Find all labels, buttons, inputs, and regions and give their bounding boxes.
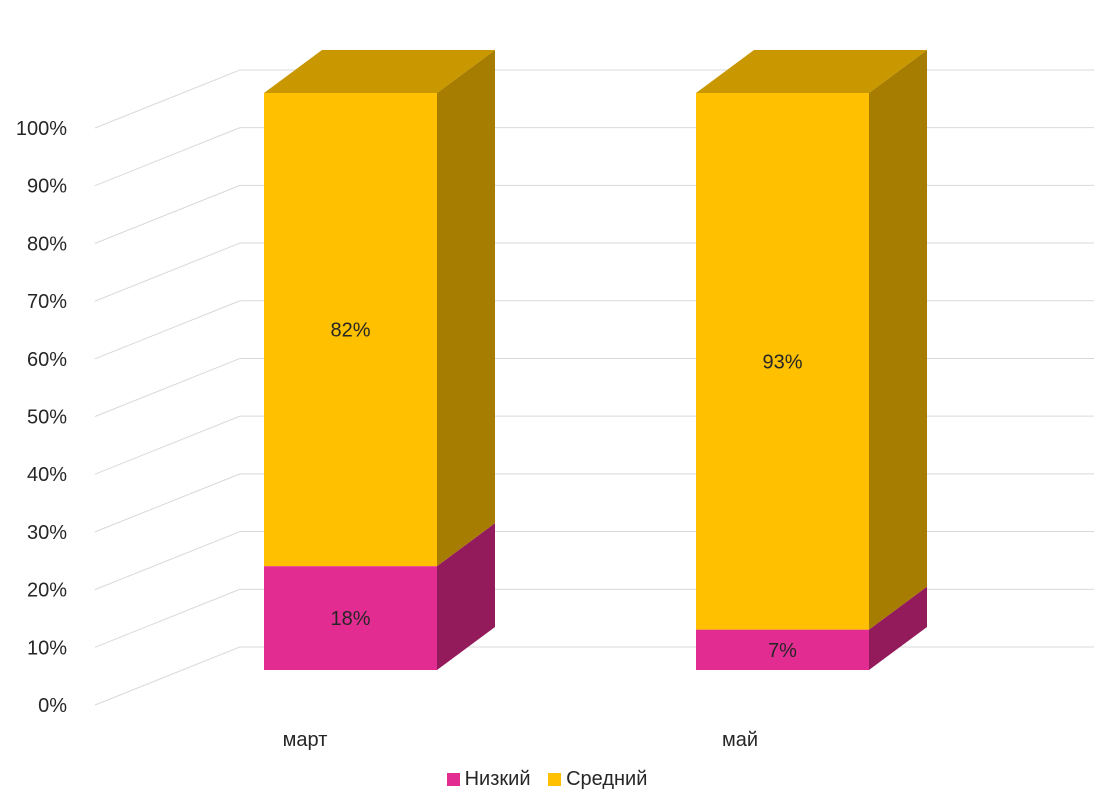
data-label: 7%: [768, 640, 797, 662]
legend-item-low: Низкий: [447, 768, 531, 791]
legend-swatch-low: [447, 773, 460, 786]
gridline: [95, 128, 1094, 186]
data-label: 82%: [330, 320, 370, 342]
y-tick-label: 70%: [27, 291, 67, 313]
x-category-label: март: [283, 729, 328, 751]
bar-stack: 18% 82%: [264, 50, 495, 670]
y-tick-label: 50%: [27, 407, 67, 429]
legend-label-low: Низкий: [465, 768, 531, 791]
gridlines: [95, 70, 1094, 705]
y-tick-label: 90%: [27, 176, 67, 198]
gridline: [95, 532, 1094, 590]
y-axis-ticks: 0% 10% 20% 30% 40% 50% 60% 70% 80% 90% 100%: [16, 118, 67, 717]
y-tick-label: 100%: [16, 118, 67, 140]
data-label: 18%: [330, 608, 370, 630]
gridline: [95, 70, 1094, 128]
y-tick-label: 10%: [27, 637, 67, 659]
y-tick-label: 60%: [27, 349, 67, 371]
bar-side: [869, 50, 927, 630]
gridline: [95, 647, 1094, 705]
y-tick-label: 0%: [38, 695, 67, 717]
gridline: [95, 358, 1094, 416]
y-tick-label: 30%: [27, 522, 67, 544]
x-category-label: май: [722, 729, 758, 751]
gridline: [95, 185, 1094, 243]
gridline: [95, 474, 1094, 532]
gridline: [95, 243, 1094, 301]
y-tick-label: 40%: [27, 464, 67, 486]
gridline: [95, 301, 1094, 359]
data-label: 93%: [762, 351, 802, 373]
bars: 18% 82% 7% 93%: [264, 50, 927, 670]
y-tick-label: 20%: [27, 580, 67, 602]
y-tick-label: 80%: [27, 233, 67, 255]
legend-swatch-medium: [548, 773, 561, 786]
legend: Низкий Средний: [0, 768, 1094, 792]
legend-item-medium: Средний: [548, 768, 647, 791]
bar-segment-medium: 82%: [264, 50, 495, 566]
legend-label-medium: Средний: [566, 768, 647, 791]
x-axis-categories: март май: [283, 729, 758, 751]
bar-stack: 7% 93%: [696, 50, 927, 670]
gridline: [95, 416, 1094, 474]
bar-segment-medium: 93%: [696, 50, 927, 630]
bar-side: [437, 50, 495, 566]
gridline: [95, 589, 1094, 647]
